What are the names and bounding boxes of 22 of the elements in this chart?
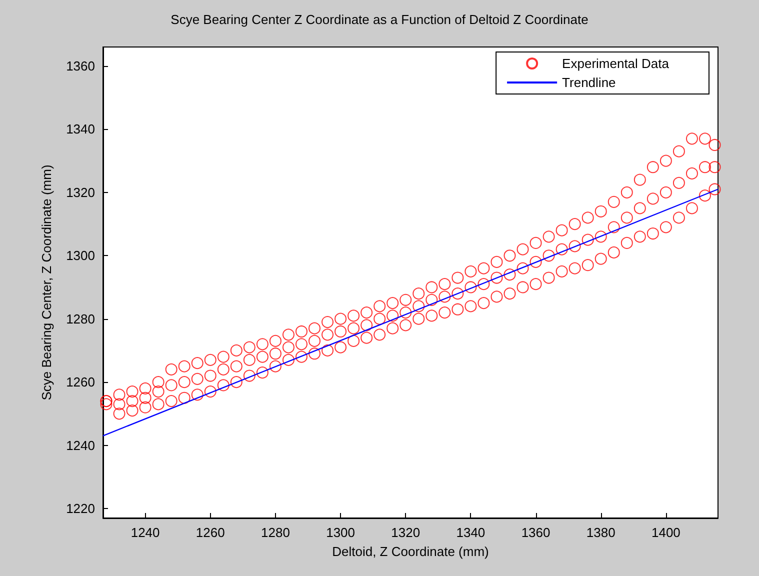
y-tick-label: 1220 — [66, 501, 95, 516]
x-tick-label: 1360 — [521, 525, 550, 540]
x-axis-title: Deltoid, Z Coordinate (mm) — [332, 544, 489, 559]
x-tick-label: 1280 — [261, 525, 290, 540]
chart-title: Scye Bearing Center Z Coordinate as a Function of Deltoid Z Coordinate — [170, 12, 588, 27]
x-tick-label: 1300 — [326, 525, 355, 540]
y-tick-label: 1320 — [66, 184, 95, 200]
x-tick-label: 1260 — [196, 525, 225, 540]
y-axis-title: Scye Bearing Center, Z Coordinate (mm) — [39, 164, 54, 400]
x-tick-label: 1380 — [586, 525, 616, 540]
y-tick-label: 1260 — [66, 374, 95, 390]
y-tick-label: 1360 — [66, 58, 95, 74]
y-tick-label: 1240 — [66, 438, 95, 453]
x-tick-label: 1320 — [391, 525, 420, 540]
x-tick-label: 1240 — [130, 525, 160, 540]
y-tick-label: 1340 — [66, 122, 95, 137]
y-tick-label: 1300 — [66, 248, 95, 264]
y-tick-label: 1280 — [66, 311, 95, 326]
legend-label: Experimental Data — [562, 56, 670, 71]
legend-label: Trendline — [562, 75, 616, 90]
x-tick-label: 1400 — [651, 525, 680, 540]
x-tick-label: 1340 — [456, 525, 486, 540]
